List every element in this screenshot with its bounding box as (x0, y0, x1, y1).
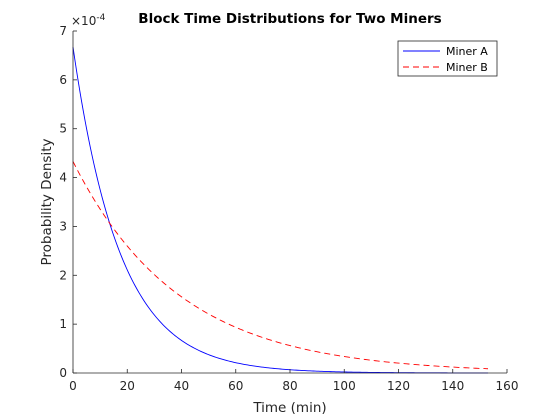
y-tick-label: 0 (59, 366, 67, 380)
legend-label-miner-b: Miner B (446, 61, 488, 74)
y-tick-label: 3 (59, 219, 67, 233)
x-tick-label: 40 (174, 379, 189, 393)
y-ticks: 0 1 2 3 4 5 6 7 (59, 24, 77, 380)
x-tick-label: 140 (441, 379, 464, 393)
x-ticks: 0 20 40 60 80 100 120 140 160 (69, 369, 518, 393)
y-tick-label: 1 (59, 317, 67, 331)
x-tick-label: 120 (387, 379, 410, 393)
plot-area (73, 31, 507, 373)
y-tick-label: 4 (59, 171, 67, 185)
legend-box (397, 40, 498, 77)
legend: Miner A Miner B (397, 40, 498, 77)
series-line-miner-b (72, 161, 489, 370)
x-tick-label: 60 (228, 379, 243, 393)
x-axis-label: Time (min) (252, 400, 326, 416)
y-exponent-label: ×10-4 (71, 13, 106, 28)
chart-title: Block Time Distributions for Two Miners (138, 11, 441, 27)
y-tick-label: 7 (59, 24, 67, 38)
legend-label-miner-a: Miner A (446, 45, 488, 58)
x-tick-label: 80 (282, 379, 297, 393)
x-tick-label: 20 (120, 379, 135, 393)
x-tick-label: 100 (333, 379, 356, 393)
y-tick-label: 6 (59, 73, 67, 87)
y-axis-label: Probability Density (39, 139, 55, 266)
x-tick-label: 0 (69, 379, 77, 393)
y-tick-label: 2 (59, 268, 67, 282)
y-tick-label: 5 (59, 122, 67, 136)
x-tick-label: 160 (496, 379, 519, 393)
